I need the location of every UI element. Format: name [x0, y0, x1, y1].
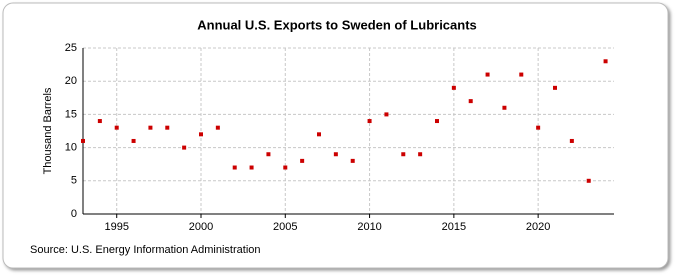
- x-tick-label: 1995: [104, 221, 128, 233]
- point: [131, 138, 136, 143]
- point: [536, 125, 541, 130]
- point: [232, 165, 237, 170]
- y-tick-label: 15: [65, 108, 77, 120]
- point: [502, 105, 507, 110]
- point: [148, 125, 153, 130]
- source: Source: U.S. Energy Information Administ…: [30, 244, 261, 256]
- point: [586, 178, 591, 183]
- y-tick-label: 25: [65, 42, 77, 54]
- point: [215, 125, 220, 130]
- point: [519, 72, 524, 77]
- point: [182, 145, 187, 150]
- y-tick-label: 20: [65, 75, 77, 87]
- point: [165, 125, 170, 130]
- point: [451, 85, 456, 90]
- point: [603, 59, 608, 64]
- point: [468, 99, 473, 104]
- x-tick-label: 2000: [189, 221, 213, 233]
- x-tick-label: 2010: [357, 221, 381, 233]
- point: [266, 152, 271, 157]
- y-tick-label: 5: [71, 175, 77, 187]
- point: [199, 132, 203, 137]
- point: [350, 158, 355, 163]
- point: [283, 165, 288, 170]
- point: [553, 85, 557, 90]
- point: [384, 112, 389, 117]
- point: [333, 152, 338, 157]
- x-tick-label: 2015: [442, 221, 466, 233]
- point: [249, 165, 254, 170]
- point: [97, 119, 102, 124]
- chart-title: Annual U.S. Exports to Sweden of Lubrica…: [197, 17, 477, 32]
- y-tick-label: 10: [65, 142, 77, 154]
- point: [114, 125, 119, 130]
- point: [317, 132, 321, 137]
- point: [401, 152, 406, 157]
- x-tick-label: 2020: [526, 221, 550, 233]
- point: [367, 119, 372, 124]
- point: [485, 72, 490, 77]
- point: [300, 158, 305, 163]
- frame: [2, 2, 669, 269]
- point: [569, 138, 574, 143]
- x-tick-label: 2005: [273, 221, 297, 233]
- point: [81, 138, 85, 143]
- y-tick-label: 0: [71, 208, 77, 220]
- point: [418, 152, 423, 157]
- point: [435, 119, 439, 124]
- y-axis-label: Thousand Barrels: [42, 87, 54, 174]
